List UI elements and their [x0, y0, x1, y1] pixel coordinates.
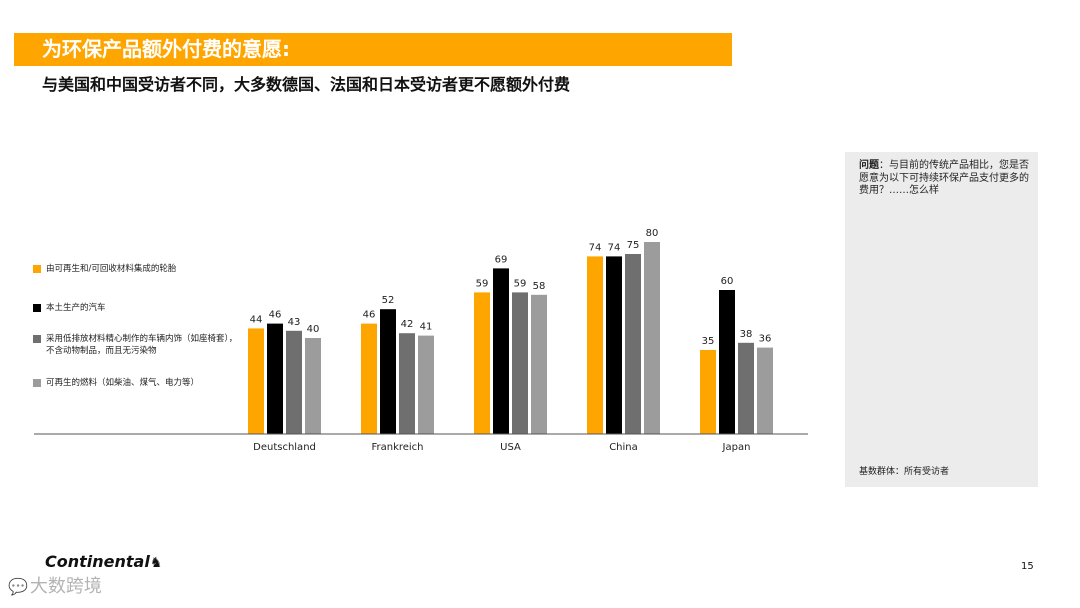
watermark: 💬 大数跨境 [8, 572, 102, 598]
bar [738, 342, 754, 434]
data-label: 40 [307, 324, 320, 335]
horse-icon: ♞ [149, 555, 163, 571]
data-label: 80 [646, 228, 659, 239]
category-label: Deutschland [253, 442, 316, 453]
category-label: USA [500, 442, 521, 453]
bar [587, 256, 603, 434]
bar [625, 254, 641, 434]
chat-bubble-icon: 💬 [8, 577, 28, 596]
legend-label: 本土生产的汽车 [46, 303, 106, 313]
data-label: 58 [533, 281, 546, 292]
data-label: 59 [476, 278, 489, 289]
question-box: 问题：与目前的传统产品相比，您是否愿意为以下可持续环保产品支付更多的费用？……怎… [845, 152, 1038, 487]
data-label: 38 [740, 329, 753, 340]
data-label: 52 [382, 295, 395, 306]
category-label: China [609, 442, 638, 453]
data-label: 60 [721, 276, 734, 287]
legend-label: 可再生的燃料（如柴油、煤气、电力等） [46, 378, 200, 388]
watermark-text: 大数跨境 [29, 576, 102, 597]
data-label: 35 [702, 336, 715, 347]
bar [380, 309, 396, 434]
data-label: 46 [269, 310, 282, 321]
data-label: 43 [288, 317, 301, 328]
data-label: 75 [627, 240, 640, 251]
data-label: 36 [759, 334, 772, 345]
bar [606, 256, 622, 434]
page-title: 为环保产品额外付费的意愿: [42, 37, 290, 61]
question-label: 问题 [859, 160, 879, 171]
logo-text: Continental [45, 552, 150, 571]
legend-swatch [33, 304, 41, 312]
data-label: 44 [250, 314, 263, 325]
question-body: ：与目前的传统产品相比，您是否愿意为以下可持续环保产品支付更多的费用？……怎么样 [859, 160, 1029, 196]
bar [700, 350, 716, 434]
page-number: 15 [1021, 561, 1034, 572]
bar [286, 330, 302, 434]
legend-label: 由可再生和/可回收材料集成的轮胎 [46, 264, 177, 274]
legend-label: 采用低排放材料精心制作的车辆内饰（如座椅套），不含动物制品，而且无污染物 [46, 334, 238, 356]
category-label: Frankreich [371, 442, 423, 453]
category-label: Japan [722, 442, 751, 453]
bar [493, 268, 509, 434]
base-note: 基数群体：所有受访者 [859, 467, 950, 477]
data-label: 74 [608, 242, 621, 253]
data-label: 69 [495, 254, 508, 265]
bar [248, 328, 264, 434]
legend-swatch [33, 335, 41, 343]
data-label: 59 [514, 278, 527, 289]
bar [719, 290, 735, 434]
data-label: 41 [420, 322, 433, 333]
data-label: 74 [589, 242, 602, 253]
bar [531, 294, 547, 434]
bar [757, 347, 773, 434]
page-subtitle: 与美国和中国受访者不同，大多数德国、法国和日本受访者更不愿额外付费 [42, 75, 571, 94]
legend-swatch [33, 379, 41, 387]
question-text: 问题：与目前的传统产品相比，您是否愿意为以下可持续环保产品支付更多的费用？……怎… [859, 160, 1029, 198]
bar [474, 292, 490, 434]
bar [418, 335, 434, 434]
data-label: 46 [363, 310, 376, 321]
continental-logo: Continental♞ [45, 552, 162, 571]
bar [644, 242, 660, 434]
bar [399, 333, 415, 434]
bar [305, 338, 321, 434]
legend-swatch [33, 265, 41, 273]
bar [361, 323, 377, 434]
bar [512, 292, 528, 434]
bar [267, 323, 283, 434]
data-label: 42 [401, 319, 414, 330]
title-bar: 为环保产品额外付费的意愿: [14, 33, 732, 66]
